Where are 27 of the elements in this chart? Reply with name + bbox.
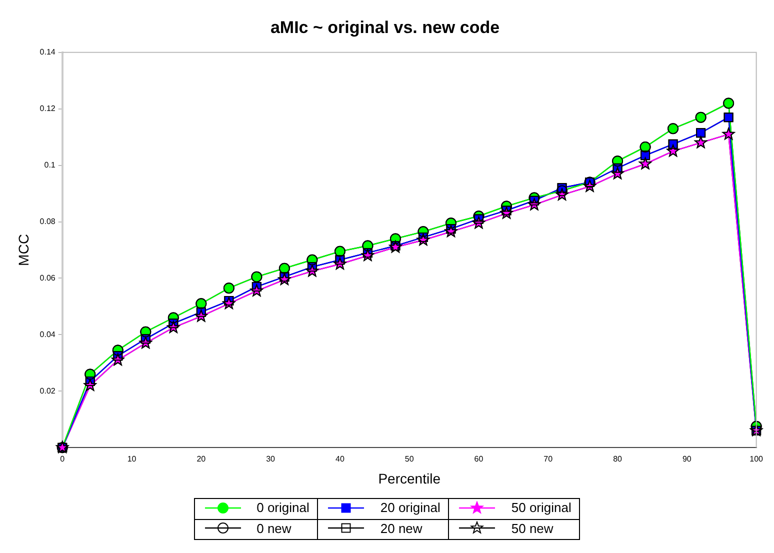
- legend-label: 0 new: [256, 520, 292, 536]
- legend-label: 50 original: [511, 500, 572, 515]
- x-tick-label: 70: [544, 454, 554, 464]
- legend-label: 0 original: [256, 500, 310, 515]
- y-tick-label: 0.14: [40, 48, 56, 57]
- x-tick-label: 30: [266, 454, 276, 464]
- y-tick-label: 0.06: [40, 273, 56, 282]
- x-tick-label: 40: [336, 454, 345, 464]
- x-tick-label: 100: [750, 454, 764, 464]
- x-tick-label: 80: [613, 454, 623, 464]
- y-tick-label: 0.04: [40, 330, 56, 339]
- legend-label: 50 new: [511, 520, 554, 536]
- x-tick-label: 50: [404, 454, 414, 464]
- y-axis-title: MCC: [15, 234, 32, 266]
- x-tick-label: 20: [196, 454, 206, 464]
- y-tick-label: 0.1: [44, 160, 56, 170]
- y-tick-label: 0.12: [40, 104, 56, 114]
- legend-label: 20 original: [380, 500, 440, 515]
- y-tick-label: 0.02: [40, 386, 56, 396]
- x-tick-label: 10: [127, 454, 137, 464]
- x-tick-label: 60: [474, 454, 484, 464]
- x-axis-title: Percentile: [378, 470, 441, 486]
- y-tick-label: 0.08: [40, 216, 56, 226]
- x-tick-label: 90: [682, 454, 692, 464]
- legend-label: 20 new: [380, 520, 422, 536]
- chart-title: aMIc ~ original vs. new code: [270, 18, 500, 37]
- x-tick-label: 0: [60, 454, 66, 464]
